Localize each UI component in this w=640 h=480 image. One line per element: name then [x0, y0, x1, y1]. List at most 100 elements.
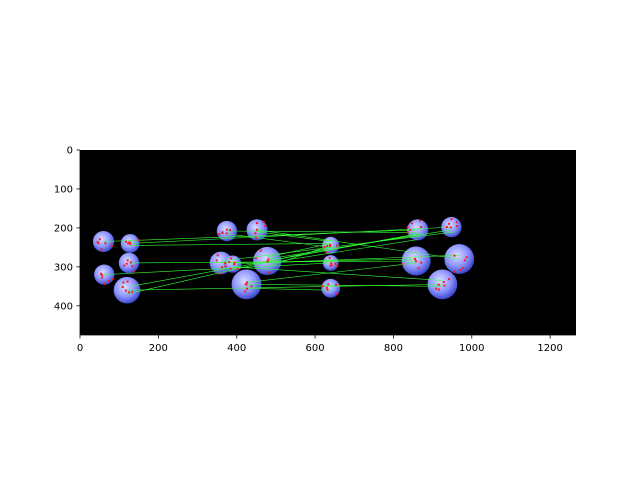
keypoint-marker	[418, 219, 421, 222]
keypoint-marker	[123, 264, 126, 267]
keypoint-marker	[215, 259, 218, 262]
keypoint-marker	[96, 240, 99, 243]
match-line-23	[130, 243, 331, 246]
keypoint-marker	[100, 248, 103, 251]
match-line-10	[267, 239, 418, 264]
keypoint-marker	[323, 246, 326, 249]
keypoint-marker	[244, 290, 247, 293]
keypoint-marker	[103, 282, 106, 285]
keypoint-marker	[406, 231, 409, 234]
keypoint-marker	[406, 225, 409, 228]
keypoint-marker	[448, 222, 451, 225]
keypoint-marker	[129, 261, 132, 264]
keypoint-marker	[122, 281, 125, 284]
keypoint-marker	[259, 249, 262, 252]
keypoint-marker	[216, 254, 219, 257]
sphere-13	[321, 278, 341, 298]
keypoint-marker	[121, 286, 124, 289]
x-tick-label: 0	[77, 343, 83, 354]
keypoint-marker	[445, 226, 448, 229]
match-line-18	[267, 233, 421, 262]
keypoint-marker	[415, 260, 418, 263]
keypoint-marker	[335, 283, 338, 286]
keypoint-marker	[449, 226, 452, 229]
keypoint-marker	[246, 287, 249, 290]
keypoint-marker	[330, 264, 333, 267]
match-line-14	[246, 287, 331, 291]
keypoint-marker	[328, 244, 331, 247]
keypoint-marker	[101, 276, 104, 279]
keypoint-marker	[224, 262, 227, 265]
x-axis: 0 200 400 600 800 1000 1200	[77, 334, 576, 354]
y-axis: 0 100 200 300 400	[54, 146, 81, 335]
keypoint-marker	[325, 251, 328, 254]
keypoint-marker	[264, 224, 267, 227]
keypoint-marker	[262, 220, 265, 223]
keypoint-marker	[250, 285, 253, 288]
keypoint-marker	[326, 288, 329, 291]
keypoint-marker	[420, 225, 423, 228]
keypoint-marker	[455, 221, 458, 224]
keypoint-marker	[448, 278, 451, 281]
keypoint-marker	[267, 258, 270, 261]
keypoint-marker	[442, 281, 445, 284]
keypoint-marker	[225, 228, 228, 231]
keypoint-marker	[110, 244, 113, 247]
keypoint-marker	[98, 238, 101, 241]
keypoint-marker	[125, 262, 128, 265]
keypoint-marker	[127, 291, 130, 294]
keypoint-marker	[126, 242, 129, 245]
match-line-0	[130, 226, 452, 244]
match-line-11	[232, 254, 460, 265]
keypoint-marker	[131, 290, 134, 293]
match-line-3	[127, 284, 443, 291]
keypoint-marker	[462, 266, 465, 269]
keypoint-marker	[137, 239, 140, 242]
keypoint-marker	[328, 257, 331, 260]
keypoint-marker	[329, 264, 332, 267]
keypoint-marker	[330, 262, 333, 265]
keypoint-marker	[124, 289, 127, 292]
keypoint-marker	[126, 259, 129, 262]
keypoint-marker	[97, 242, 100, 245]
keypoint-marker	[417, 267, 420, 270]
keypoint-marker	[267, 271, 270, 274]
keypoint-marker	[414, 257, 417, 260]
keypoint-marker	[325, 286, 328, 289]
match-line-16	[257, 231, 331, 242]
y-tick-label: 300	[54, 262, 73, 273]
keypoints-layer	[96, 218, 468, 296]
keypoint-marker	[107, 280, 110, 283]
keypoint-marker	[218, 272, 221, 275]
keypoint-marker	[410, 222, 413, 225]
x-tick-label: 200	[149, 343, 168, 354]
match-line-7	[226, 230, 418, 233]
keypoint-marker	[321, 285, 324, 288]
match-line-15	[267, 245, 331, 268]
keypoint-marker	[266, 260, 269, 263]
keypoint-marker	[230, 257, 233, 260]
keypoint-marker	[463, 259, 466, 262]
match-line-21	[232, 266, 443, 281]
keypoint-marker	[420, 261, 423, 264]
x-tick-label: 400	[227, 343, 246, 354]
keypoint-marker	[221, 266, 224, 269]
keypoint-marker	[245, 283, 248, 286]
match-line-17	[226, 233, 331, 248]
keypoint-marker	[326, 244, 329, 247]
keypoint-marker	[224, 265, 227, 268]
keypoint-marker	[236, 267, 239, 270]
keypoint-marker	[104, 242, 107, 245]
keypoint-marker	[131, 265, 134, 268]
match-line-4	[104, 262, 331, 275]
keypoint-marker	[453, 270, 456, 273]
y-tick-label: 200	[54, 223, 73, 234]
x-tick-label: 1000	[459, 343, 484, 354]
match-line-5	[126, 247, 331, 295]
keypoint-marker	[111, 278, 114, 281]
x-tick-label: 1200	[537, 343, 562, 354]
keypoint-marker	[132, 270, 135, 273]
keypoint-marker	[228, 261, 231, 264]
keypoint-marker	[455, 225, 458, 228]
